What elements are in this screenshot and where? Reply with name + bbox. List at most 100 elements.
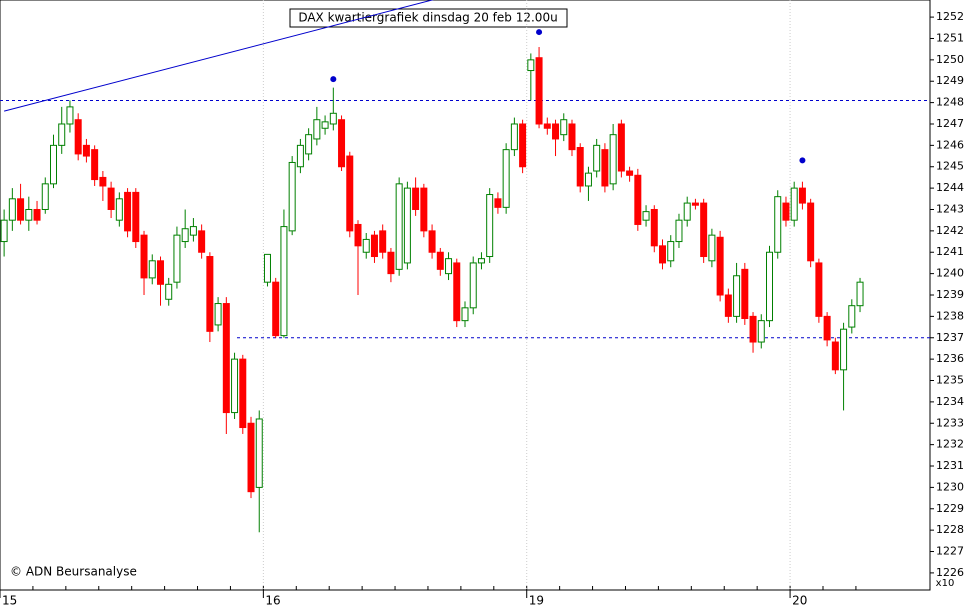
candle-body <box>848 305 856 328</box>
candle-body <box>708 234 716 262</box>
marker-dot <box>330 76 337 83</box>
y-tick-label: 1228 <box>936 523 964 536</box>
candle-body <box>683 202 691 221</box>
candle-body <box>82 144 90 157</box>
candle-body <box>445 258 453 275</box>
plot-frame <box>0 0 931 591</box>
candle-body <box>527 59 535 72</box>
candle-body <box>749 315 757 343</box>
marker-dot <box>799 157 806 164</box>
y-tick-label: 1234 <box>936 395 964 408</box>
candle-body <box>552 123 560 140</box>
y-tick-label: 1231 <box>936 459 964 472</box>
candle-body <box>148 260 156 279</box>
candle-body <box>675 219 683 243</box>
candle-body <box>74 119 82 155</box>
candle-body <box>584 172 592 187</box>
candle-body <box>576 147 584 187</box>
candle-body <box>25 208 33 221</box>
trend-line <box>3 0 435 112</box>
candle-body <box>370 234 378 258</box>
source-note: © ADN Beursanalyse <box>10 565 137 579</box>
candle-body <box>823 315 831 341</box>
candle-body <box>815 262 823 317</box>
candle-body <box>255 418 263 488</box>
candle-body <box>66 106 74 125</box>
candle-body <box>165 283 173 300</box>
y-tick-label: 1226 <box>936 566 964 579</box>
candle-body <box>601 149 609 187</box>
candle-body <box>132 191 140 243</box>
candle-body <box>609 134 617 185</box>
candle-body <box>329 112 337 125</box>
y-tick-label: 1233 <box>936 416 964 429</box>
candle-body <box>617 123 625 172</box>
x-tick-label: 16 <box>265 594 280 608</box>
y-tick-label: 1235 <box>936 374 964 387</box>
candle-body <box>313 119 321 140</box>
candle-body <box>782 202 790 221</box>
candle-body <box>231 358 239 414</box>
candle-body <box>247 422 255 493</box>
y-tick-label: 1240 <box>936 267 964 280</box>
candle-body <box>642 211 650 221</box>
candle-body <box>469 262 477 309</box>
candle-body <box>691 202 699 206</box>
y-tick-label: 1250 <box>936 53 964 66</box>
candle-body <box>8 198 16 221</box>
candle-body <box>733 275 741 317</box>
candle-body <box>181 228 189 243</box>
candle-body <box>49 144 57 185</box>
candle-body <box>428 230 436 253</box>
y-tick-label: 1246 <box>936 138 964 151</box>
y-tick-label: 1247 <box>936 117 964 130</box>
candle-body <box>494 198 502 208</box>
x-tick-label: 19 <box>529 594 544 608</box>
y-tick-label: 1251 <box>936 31 964 44</box>
y-tick-label: 1248 <box>936 96 964 109</box>
y-tick-label: 1239 <box>936 288 964 301</box>
candle-body <box>626 170 634 176</box>
candle-body <box>757 320 765 343</box>
candle-body <box>58 123 66 146</box>
candle-body <box>387 251 395 275</box>
x-tick-label: 20 <box>792 594 807 608</box>
candle-body <box>214 303 222 326</box>
candle-body <box>17 198 25 221</box>
candle-body <box>107 187 115 210</box>
y-tick-label: 1237 <box>936 331 964 344</box>
y-tick-label: 1249 <box>936 74 964 87</box>
candle-body <box>395 183 403 270</box>
candle-body <box>667 241 675 262</box>
candle-body <box>379 230 387 253</box>
candle-body <box>346 155 354 232</box>
candle-body <box>741 268 749 320</box>
marker-dot <box>536 29 543 36</box>
y-tick-label: 1229 <box>936 502 964 515</box>
y-tick-label: 1238 <box>936 309 964 322</box>
candle-body <box>412 187 420 210</box>
candle-body <box>206 256 214 332</box>
candle-body <box>510 123 518 151</box>
candle-body <box>568 123 576 151</box>
candle-body <box>856 281 864 307</box>
candle-body <box>700 202 708 258</box>
y-tick-label: 1230 <box>936 480 964 493</box>
candle-body <box>519 123 527 168</box>
candle-body <box>543 123 551 129</box>
title-box <box>289 8 568 28</box>
x-tick-label: 15 <box>2 594 17 608</box>
candle-body <box>280 226 288 337</box>
candle-body <box>41 183 49 210</box>
candle-body <box>724 294 732 317</box>
candle-body <box>156 260 164 285</box>
candle-body <box>659 245 667 264</box>
candle-body <box>0 219 8 243</box>
y-multiplier: x10 <box>936 578 955 589</box>
candle-body <box>840 328 848 371</box>
candle-body <box>650 208 658 247</box>
candle-body <box>354 223 362 247</box>
candle-body <box>560 119 568 136</box>
candle-body <box>173 234 181 283</box>
